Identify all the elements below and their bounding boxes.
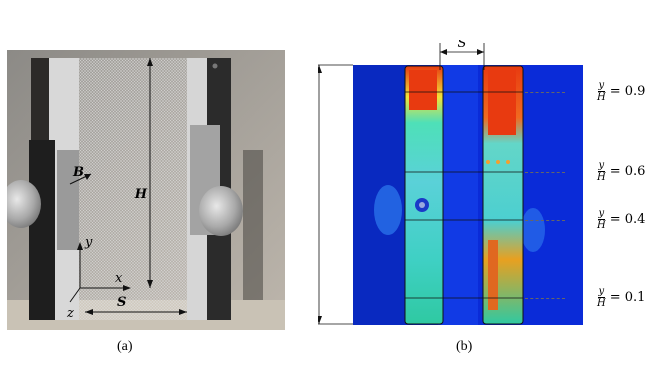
label-H: H	[134, 187, 148, 202]
label-y: y	[84, 235, 93, 250]
label-z: z	[66, 306, 74, 321]
leader-0.4	[525, 220, 565, 221]
label-S: S	[458, 40, 467, 51]
right-disk	[199, 186, 243, 236]
label-x: x	[115, 271, 123, 286]
leader-0.1	[525, 298, 565, 299]
caption-a: (a)	[117, 339, 133, 354]
leader-0.9	[525, 92, 565, 93]
left-strip	[404, 65, 444, 325]
leader-0.6	[525, 172, 565, 173]
label-B: B	[72, 165, 84, 180]
thermal-image: S H	[318, 40, 583, 325]
caption-b: (b)	[456, 339, 473, 354]
label-S: S	[117, 295, 126, 310]
left-disk	[7, 180, 41, 228]
mesh-screen	[67, 58, 187, 320]
z-axis	[69, 287, 81, 303]
setup-photograph: H B y x z S	[7, 50, 285, 330]
